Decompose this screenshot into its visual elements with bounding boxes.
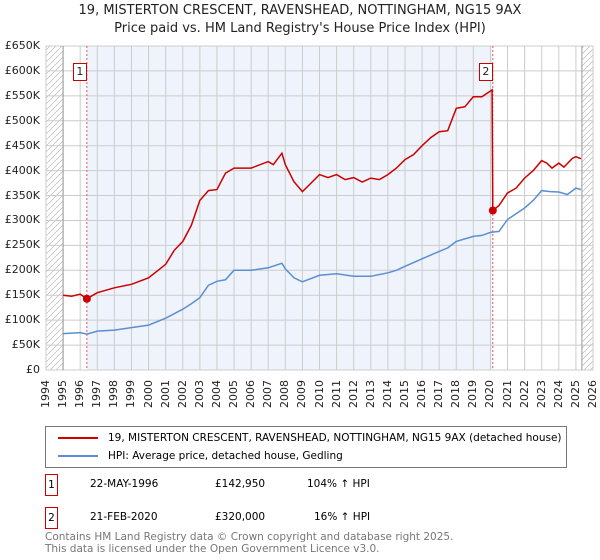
legend-label: HPI: Average price, detached house, Gedl… xyxy=(108,450,343,462)
x-tick-label: 2008 xyxy=(278,380,292,408)
y-tick-label: £500K xyxy=(4,113,40,127)
x-tick-label: 1995 xyxy=(56,380,70,408)
y-tick-label: £600K xyxy=(4,63,40,77)
x-tick-label: 2016 xyxy=(415,380,429,408)
sale-1-badge: 1 xyxy=(72,63,87,81)
sale-price: £142,950 xyxy=(215,478,266,490)
y-tick-label: £450K xyxy=(4,138,40,152)
x-tick-label: 2002 xyxy=(175,380,189,408)
y-tick-label: £350K xyxy=(4,188,40,202)
legend-label: 19, MISTERTON CRESCENT, RAVENSHEAD, NOTT… xyxy=(108,432,562,444)
hpi-line xyxy=(63,187,582,335)
hatch-after xyxy=(581,46,593,370)
hatch-before xyxy=(46,46,64,370)
y-tick-label: £650K xyxy=(4,39,40,52)
y-tick-label: £400K xyxy=(4,163,40,177)
x-tick-label: 2000 xyxy=(141,380,155,408)
y-tick-label: £200K xyxy=(4,263,40,277)
x-tick-label: 2007 xyxy=(261,380,275,408)
x-tick-label: 2010 xyxy=(312,380,326,408)
sale-hpi: 16% ↑ HPI xyxy=(314,511,371,523)
x-tick-label: 2015 xyxy=(397,380,411,408)
x-tick-label: 1997 xyxy=(90,380,104,408)
x-tick-label: 2014 xyxy=(380,380,394,408)
x-tick-label: 2018 xyxy=(449,380,463,408)
sale-2-badge: 2 xyxy=(478,63,493,81)
x-tick-label: 2009 xyxy=(295,380,309,408)
sale-hpi: 104% ↑ HPI xyxy=(307,478,370,490)
x-tick-label: 2012 xyxy=(346,380,360,408)
y-tick-label: £100K xyxy=(4,313,40,327)
y-tick-label: £0 xyxy=(26,363,40,376)
sale-2-point xyxy=(488,206,497,215)
x-tick-label: 1996 xyxy=(73,380,87,408)
red-line-swatch xyxy=(58,437,98,439)
sale-price: £320,000 xyxy=(215,511,266,523)
x-tick-label: 2011 xyxy=(329,380,343,408)
legend-item-hpi: HPI: Average price, detached house, Gedl… xyxy=(58,449,343,463)
sale-date: 21-FEB-2020 xyxy=(90,511,158,523)
footer-line-1: Contains HM Land Registry data © Crown c… xyxy=(45,531,454,543)
y-tick-label: £150K xyxy=(4,288,40,302)
footer-line-2: This data is licensed under the Open Gov… xyxy=(45,543,380,555)
title-line: 19, MISTERTON CRESCENT, RAVENSHEAD, NOTT… xyxy=(78,3,522,18)
price-chart xyxy=(45,45,594,371)
property-line xyxy=(63,88,582,300)
x-tick-label: 2022 xyxy=(517,380,531,408)
chart-title: 19, MISTERTON CRESCENT, RAVENSHEAD, NOTT… xyxy=(0,2,600,38)
x-tick-label: 1999 xyxy=(124,380,138,408)
blue-line-swatch xyxy=(58,455,98,457)
x-tick-label: 2026 xyxy=(586,380,599,408)
sale-marker-label: 1 xyxy=(45,474,58,496)
footer: Contains HM Land Registry data © Crown c… xyxy=(45,531,453,555)
sale-marker-label: 2 xyxy=(45,507,58,529)
y-tick-label: £250K xyxy=(4,238,40,252)
legend-item-property: 19, MISTERTON CRESCENT, RAVENSHEAD, NOTT… xyxy=(58,431,562,445)
x-tick-label: 2001 xyxy=(158,380,172,408)
x-tick-label: 2019 xyxy=(466,380,480,408)
sale-row-1: 1 22-MAY-1996 £142,950 104% ↑ HPI xyxy=(45,474,445,496)
x-tick-label: 2024 xyxy=(551,380,565,408)
x-tick-label: 2003 xyxy=(192,380,206,408)
x-tick-label: 2006 xyxy=(244,380,258,408)
sale-date: 22-MAY-1996 xyxy=(90,478,159,490)
x-tick-label: 1998 xyxy=(107,380,121,408)
x-tick-label: 2005 xyxy=(227,380,241,408)
x-tick-label: 2017 xyxy=(432,380,446,408)
y-tick-label: £300K xyxy=(4,213,40,227)
y-tick-label: £50K xyxy=(11,338,40,352)
x-tick-label: 2013 xyxy=(363,380,377,408)
ownership-shade xyxy=(86,46,493,370)
x-tick-label: 2020 xyxy=(483,380,497,408)
sale-row-2: 2 21-FEB-2020 £320,000 16% ↑ HPI xyxy=(45,507,445,529)
x-tick-label: 2021 xyxy=(500,380,514,408)
x-tick-label: 2023 xyxy=(534,380,548,408)
x-tick-label: 2004 xyxy=(209,380,223,408)
legend: 19, MISTERTON CRESCENT, RAVENSHEAD, NOTT… xyxy=(45,426,567,468)
x-tick-label: 1994 xyxy=(39,380,52,408)
y-tick-label: £550K xyxy=(4,88,40,102)
subtitle-line: Price paid vs. HM Land Registry's House … xyxy=(114,21,486,36)
sale-1-point xyxy=(82,294,91,303)
x-tick-label: 2025 xyxy=(568,380,582,408)
